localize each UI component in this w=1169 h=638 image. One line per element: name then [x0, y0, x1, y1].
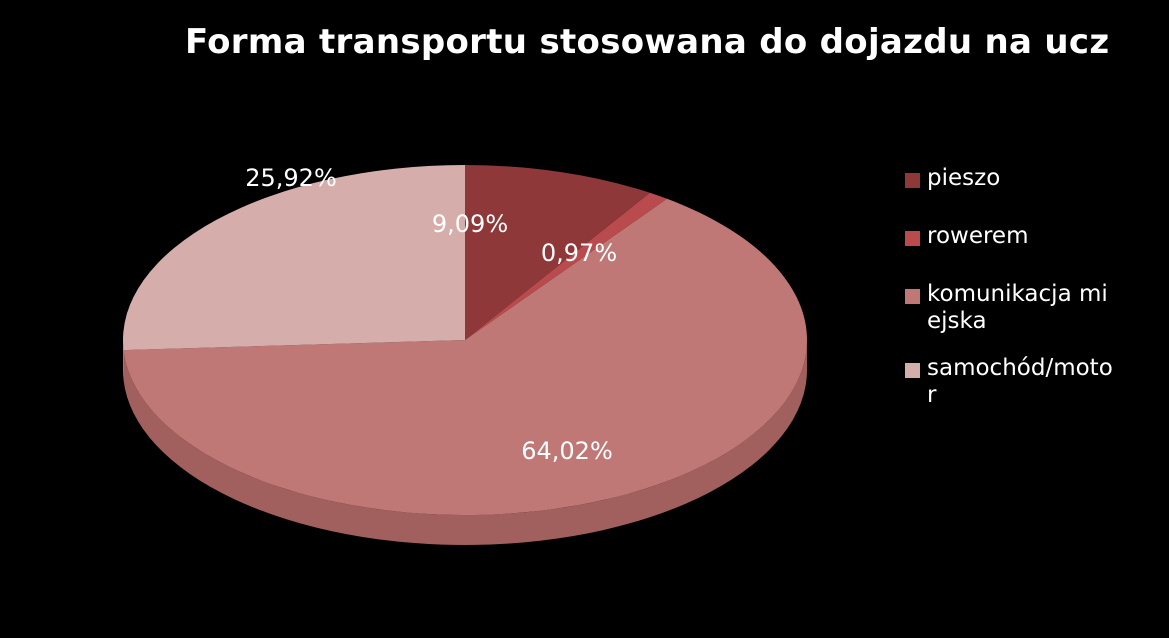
legend-label: pieszo — [927, 165, 1001, 191]
data-label-pieszo: 9,09% — [432, 210, 508, 238]
legend-swatch — [905, 173, 920, 188]
legend-label: rowerem — [927, 223, 1029, 249]
data-label-komunikacja-miejska: 64,02% — [521, 437, 613, 465]
pie-side-komunikacja-miejska — [123, 340, 807, 546]
data-label-rowerem: 0,97% — [541, 239, 617, 267]
legend-item-samochod-motor: samochód/motor — [905, 355, 1125, 409]
data-label-samochod-motor: 25,92% — [245, 164, 337, 192]
legend-swatch — [905, 231, 920, 246]
pie-slice-rowerem — [465, 192, 668, 340]
pie-slices — [123, 165, 808, 516]
pie-side-samochod-motor — [123, 340, 124, 381]
chart-title: Forma transportu stosowana do dojazdu na… — [185, 22, 1110, 62]
legend-swatch — [905, 363, 920, 378]
legend-label: samochód/motor — [927, 355, 1113, 408]
pie-slice-pieszo — [465, 165, 650, 340]
pie-sides — [123, 340, 807, 546]
legend-label: komunikacja miejska — [927, 281, 1108, 334]
pie-data-labels: 9,09% 0,97% 64,02% 25,92% — [245, 164, 617, 465]
legend-item-pieszo: pieszo — [905, 165, 1125, 192]
legend-item-rowerem: rowerem — [905, 223, 1125, 250]
legend: pieszo rowerem komunikacja miejska samoc… — [905, 165, 1125, 409]
pie-slice-komunikacja-miejska — [123, 198, 808, 516]
pie-slice-samochod-motor — [123, 165, 465, 351]
legend-swatch — [905, 289, 920, 304]
legend-item-komunikacja-miejska: komunikacja miejska — [905, 281, 1125, 335]
